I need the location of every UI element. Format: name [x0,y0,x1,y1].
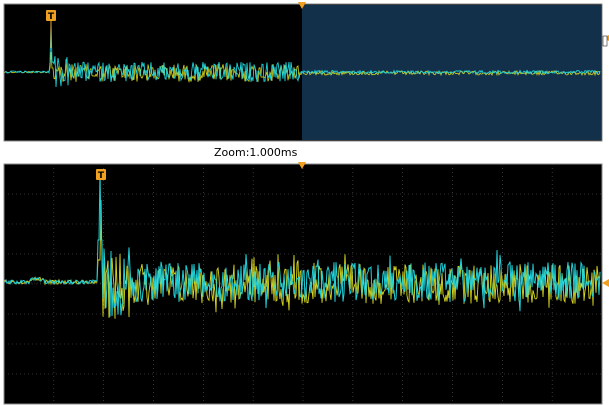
overview-timebase-pointer-icon[interactable] [298,2,306,9]
zoomed-timebase-pointer-icon[interactable] [298,162,306,169]
overview-trigger-marker[interactable]: T [46,10,56,48]
zoomed-trace-cyan [4,169,601,317]
trigger-marker-label: T [48,12,55,22]
trigger-flag-icon [46,10,56,21]
overview-panel: T [3,2,609,142]
overview-waveform [4,21,601,88]
zoomed-waveform [4,169,601,319]
zoomed-trace-yellow [4,199,601,319]
zoom-timebase-label: Zoom:1.000ms [214,146,298,159]
zoomed-trigger-marker[interactable]: T [96,169,106,181]
overview-trace-cyan [4,21,601,88]
zoomed-trigger-marker-label: T [98,171,105,181]
zoomed-panel: T [3,162,609,405]
zoomed-level-pointer-icon[interactable] [602,279,609,287]
trigger-flag-icon [96,169,106,180]
overview-right-edge-icon [602,35,608,47]
